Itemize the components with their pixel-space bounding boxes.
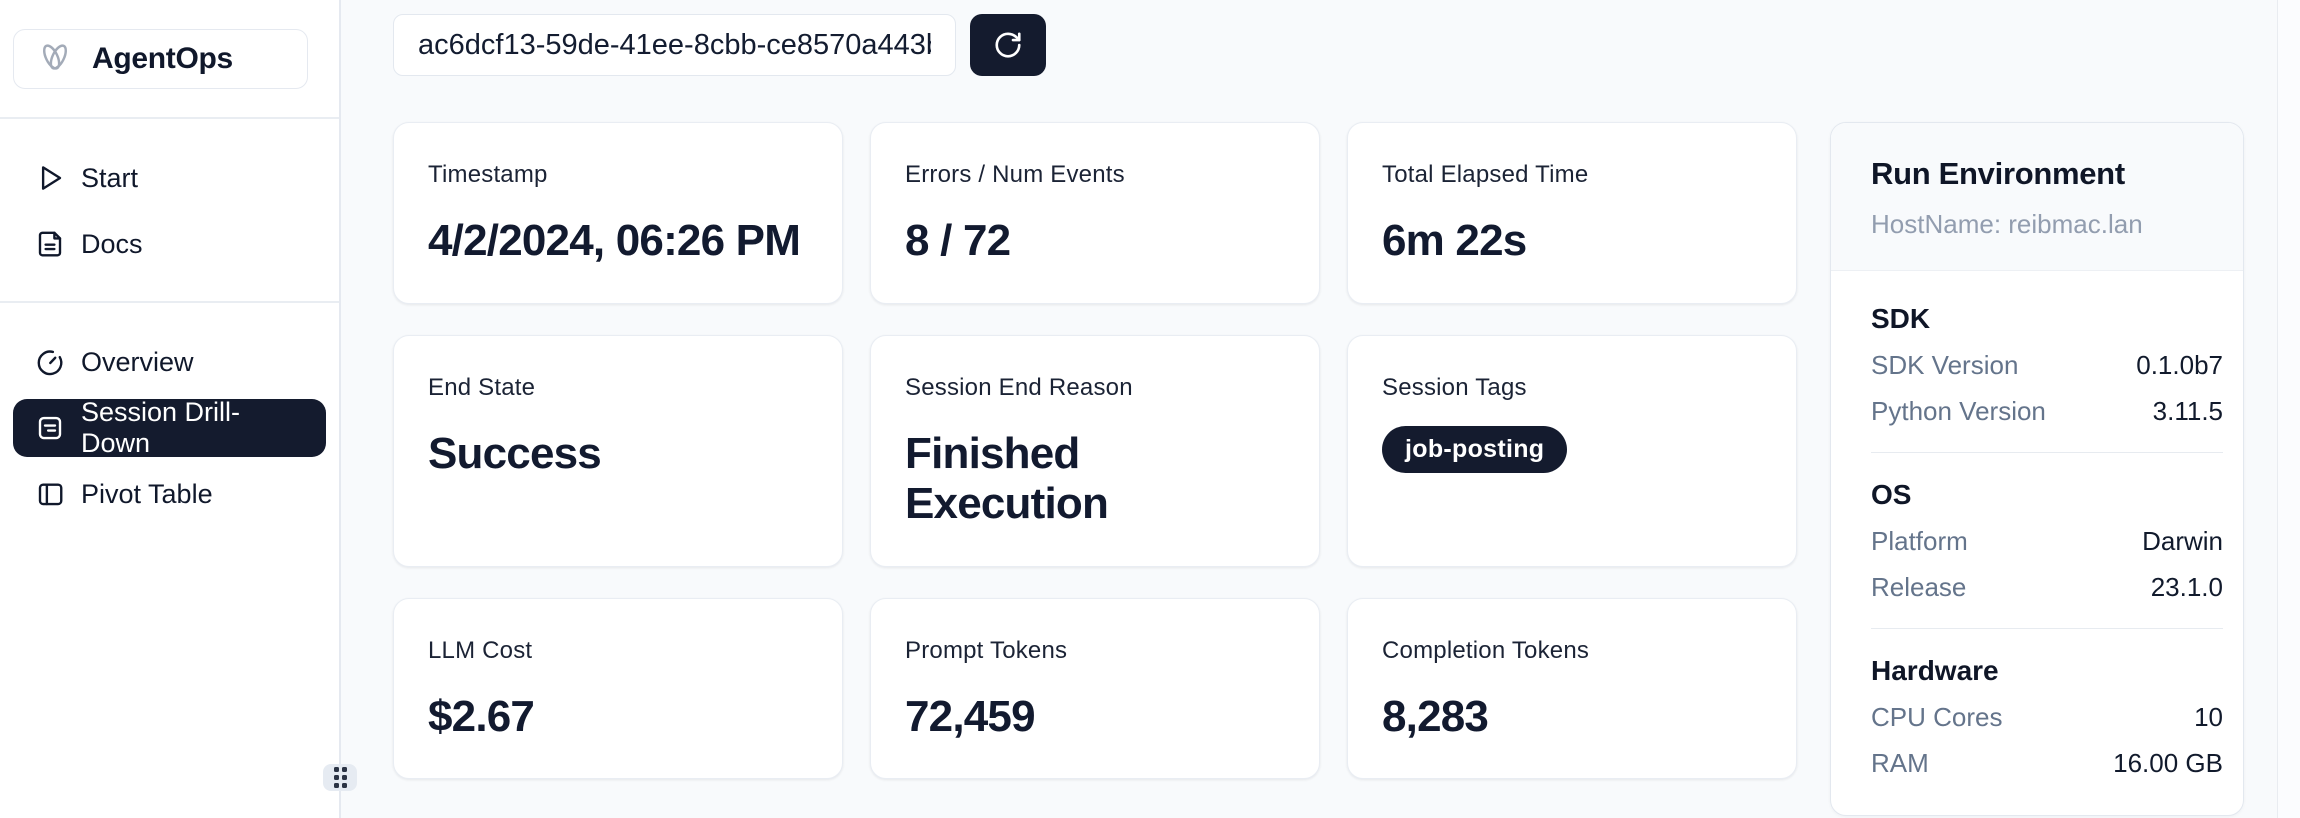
env-row-release: Release 23.1.0 [1871,572,2223,603]
card-label: Session Tags [1382,373,1527,401]
refresh-button[interactable] [970,14,1046,76]
env-section-divider [1871,628,2223,629]
note-lines-icon [35,413,65,443]
sidebar-divider [0,301,339,303]
card-value: 8,283 [1382,691,1489,741]
sidebar-nav-secondary: Overview Session Drill-Down [0,303,339,523]
env-row-label: CPU Cores [1871,702,2003,732]
main-content: Timestamp 4/2/2024, 06:26 PM Errors / Nu… [341,0,2300,818]
card-value: $2.67 [428,691,535,741]
session-id-input[interactable] [393,14,956,76]
env-row-label: Platform [1871,526,1968,556]
env-row-cpu-cores: CPU Cores 10 [1871,702,2223,733]
run-environment-header: Run Environment HostName: reibmac.lan [1831,123,2243,271]
env-row-value: 16.00 GB [2113,748,2223,778]
gauge-icon [35,347,65,377]
card-label: Completion Tokens [1382,636,1590,664]
env-section-heading-sdk: SDK [1871,303,1931,334]
env-row-python-version: Python Version 3.11.5 [1871,396,2223,427]
metric-card-timestamp: Timestamp 4/2/2024, 06:26 PM [393,122,843,304]
run-environment-title: Run Environment [1871,156,2125,191]
env-row-label: Python Version [1871,396,2046,426]
sidebar-item-start[interactable]: Start [13,149,326,207]
env-row-label: SDK Version [1871,350,2019,380]
metric-card-completion-tokens: Completion Tokens 8,283 [1347,597,1797,780]
env-section-heading-os: OS [1871,479,1912,510]
agentops-logo[interactable]: AgentOps [13,29,308,89]
card-label: LLM Cost [428,636,533,664]
sidebar-divider [0,117,339,119]
env-row-value: 23.1.0 [2150,572,2223,602]
env-row-value: 3.11.5 [2152,396,2223,426]
sidebar: AgentOps Start [0,0,357,818]
sidebar-item-pivot-table[interactable]: Pivot Table [13,465,326,523]
env-row-value: Darwin [2142,526,2223,556]
env-row-ram: RAM 16.00 GB [1871,748,2223,779]
sidebar-item-session-drill-down[interactable]: Session Drill-Down [13,397,326,458]
run-environment-body: SDK SDK Version 0.1.0b7 Python Version 3… [1831,271,2243,815]
document-icon [35,229,65,259]
card-value: 4/2/2024, 06:26 PM [428,216,801,265]
card-label: Session End Reason [905,373,1133,401]
sidebar-nav-primary: Start Docs [0,119,339,273]
card-label: Errors / Num Events [905,161,1125,188]
metric-card-session-end-reason: Session End Reason Finished Execution [870,334,1320,567]
sidebar-item-label: Start [81,162,139,193]
hostname-text: HostName: reibmac.lan [1871,209,2143,239]
metric-cards-grid: Timestamp 4/2/2024, 06:26 PM Errors / Nu… [393,122,1797,780]
sidebar-item-label: Pivot Table [81,478,213,509]
card-label: Timestamp [428,161,548,188]
card-value: 8 / 72 [905,216,1011,265]
agentops-paperclips-icon [36,38,74,81]
env-row-sdk-version: SDK Version 0.1.0b7 [1871,350,2223,381]
env-section-heading-hardware: Hardware [1871,655,1999,686]
env-section-divider [1871,452,2223,453]
sidebar-item-label: Overview [81,346,194,377]
play-icon [35,163,65,193]
metric-card-errors-num-events: Errors / Num Events 8 / 72 [870,122,1320,304]
app-title: AgentOps [92,42,233,75]
session-id-bar [393,14,2300,76]
card-label: Prompt Tokens [905,636,1068,664]
metric-card-end-state: End State Success [393,334,843,567]
env-row-platform: Platform Darwin [1871,526,2223,557]
sidebar-resize-handle[interactable] [323,764,357,791]
panel-left-icon [35,479,65,509]
sidebar-item-overview[interactable]: Overview [13,333,326,391]
card-label: End State [428,373,536,401]
metric-card-session-tags: Session Tags job-posting [1347,334,1797,567]
page-scrollbar[interactable] [2277,0,2300,818]
env-row-value: 0.1.0b7 [2136,350,2223,380]
env-row-value: 10 [2194,702,2223,732]
metric-card-prompt-tokens: Prompt Tokens 72,459 [870,597,1320,780]
metric-card-total-elapsed-time: Total Elapsed Time 6m 22s [1347,122,1797,304]
card-value: Success [428,428,602,478]
run-environment-panel: Run Environment HostName: reibmac.lan SD… [1830,122,2244,816]
metric-card-llm-cost: LLM Cost $2.67 [393,597,843,780]
session-tag-badge: job-posting [1382,425,1568,473]
card-value: Finished Execution [905,428,1109,529]
rotate-cw-icon [993,30,1023,60]
sidebar-item-label: Session Drill-Down [81,397,241,458]
card-value: 72,459 [905,691,1036,741]
dashboard-content: Timestamp 4/2/2024, 06:26 PM Errors / Nu… [393,122,2300,816]
sidebar-item-label: Docs [81,228,143,259]
env-row-label: RAM [1871,748,1929,778]
card-label: Total Elapsed Time [1382,161,1589,188]
card-value: 6m 22s [1382,216,1527,265]
env-row-label: Release [1871,572,1967,602]
sidebar-item-docs[interactable]: Docs [13,215,326,273]
